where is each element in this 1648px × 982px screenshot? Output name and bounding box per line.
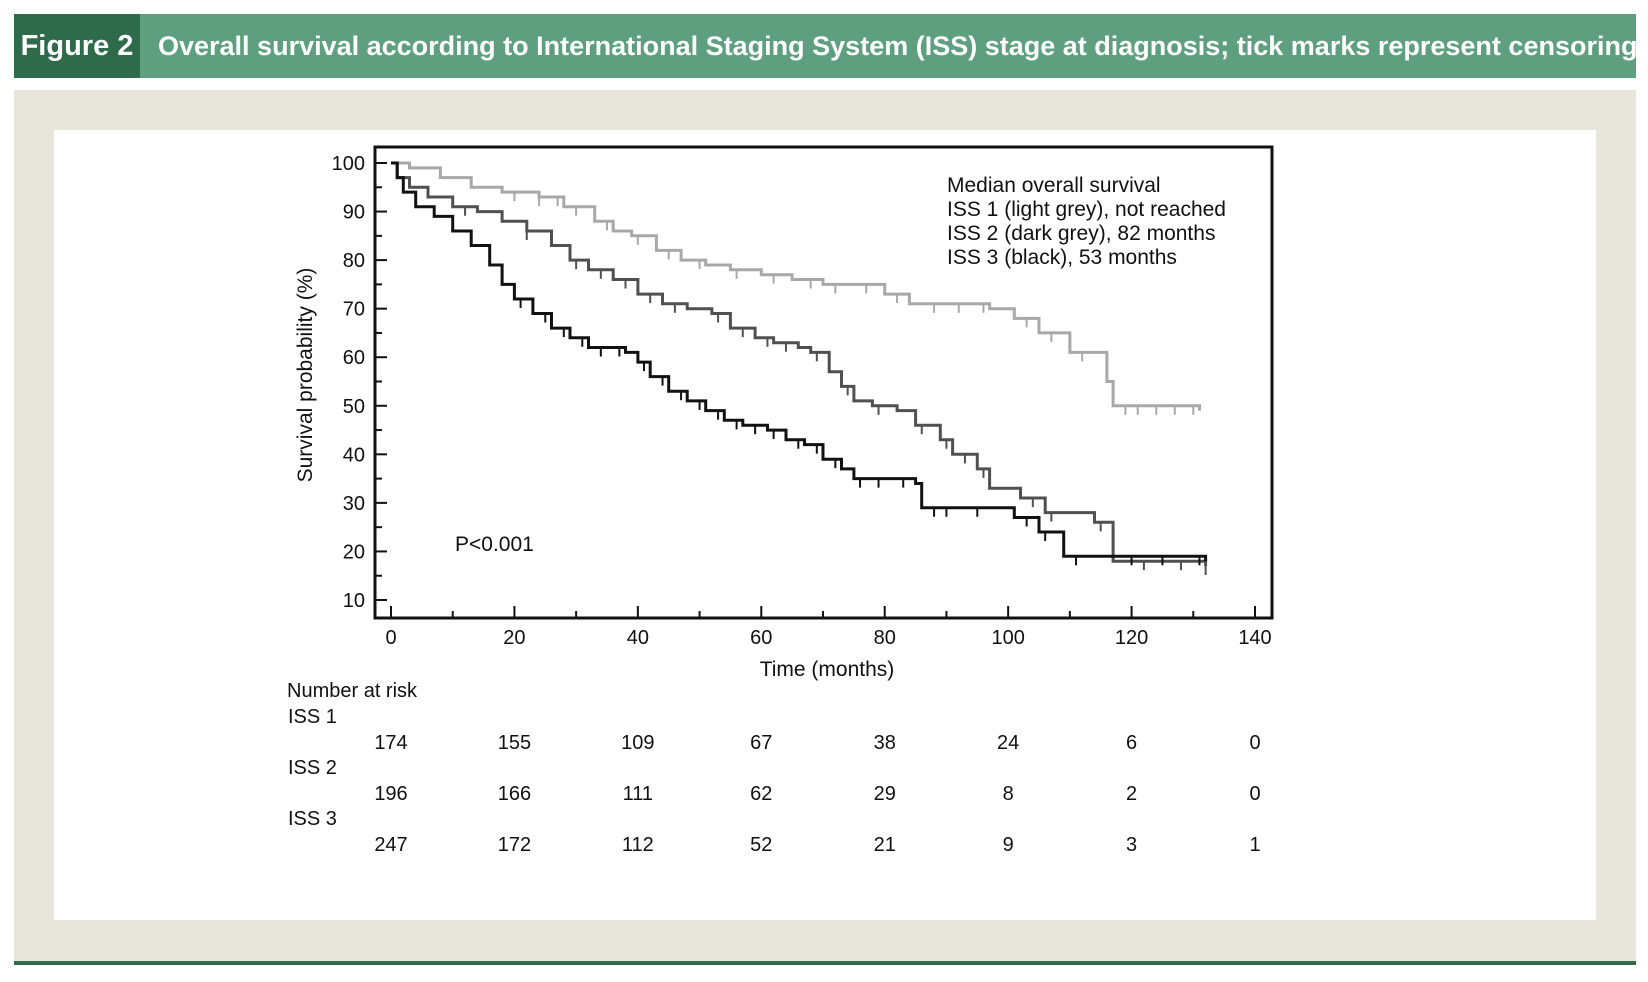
risk-value: 38 — [874, 732, 896, 754]
y-tick-label: 60 — [343, 347, 365, 369]
risk-value: 166 — [498, 783, 531, 805]
axis-layer: 10 20 30 40 50 60 70 80 90 100 0 20 40 60 80 100 120 140 — [332, 145, 1274, 649]
y-tick-label: 100 — [332, 153, 365, 175]
risk-value: 0 — [1249, 783, 1260, 805]
risk-row-label-iss3: ISS 3 — [288, 808, 337, 830]
risk-value: 172 — [498, 834, 531, 856]
x-tick-label: 140 — [1238, 627, 1271, 649]
legend-line-iss1: ISS 1 (light grey), not reached — [947, 198, 1226, 221]
p-value: P<0.001 — [455, 533, 534, 556]
legend-line-iss3: ISS 3 (black), 53 months — [947, 246, 1177, 269]
risk-value: 62 — [750, 783, 772, 805]
legend-line-iss2: ISS 2 (dark grey), 82 months — [947, 222, 1215, 245]
x-tick-label: 100 — [991, 627, 1024, 649]
x-tick-label: 60 — [750, 627, 772, 649]
x-tick-label: 40 — [627, 627, 649, 649]
risk-value: 174 — [374, 732, 407, 754]
legend: Median overall survival ISS 1 (light gre… — [947, 174, 1226, 269]
y-tick-label: 50 — [343, 396, 365, 418]
y-axis-title: Survival probability (%) — [294, 268, 317, 483]
risk-value: 21 — [874, 834, 896, 856]
series-layer — [391, 161, 1208, 576]
risk-value: 2 — [1126, 783, 1137, 805]
y-tick-label: 40 — [343, 444, 365, 466]
y-tick-label: 30 — [343, 493, 365, 515]
x-tick-label: 80 — [874, 627, 896, 649]
risk-value: 247 — [374, 834, 407, 856]
risk-table-title: Number at risk — [287, 680, 418, 702]
figure-banner: Figure 2 Overall survival according to I… — [14, 14, 1645, 78]
legend-title: Median overall survival — [947, 174, 1161, 197]
risk-table: Number at risk ISS 1 ISS 2 ISS 3 174 155 1… — [287, 680, 1261, 856]
risk-value: 196 — [374, 783, 407, 805]
risk-value: 109 — [621, 732, 654, 754]
risk-value: 9 — [1003, 834, 1014, 856]
risk-value: 111 — [623, 783, 653, 805]
risk-value: 155 — [498, 732, 531, 754]
risk-value: 0 — [1249, 732, 1260, 754]
risk-value: 6 — [1126, 732, 1137, 754]
bottom-rule — [14, 961, 1636, 965]
curve-iss1 — [391, 161, 1201, 411]
figure-label: Figure 2 — [14, 14, 140, 78]
risk-row-label-iss2: ISS 2 — [288, 757, 337, 779]
curve-iss3 — [391, 161, 1208, 562]
chart-panel: 10 20 30 40 50 60 70 80 90 100 0 20 40 60 80 100 120 140 … — [54, 130, 1596, 920]
risk-value: 3 — [1126, 834, 1137, 856]
x-axis-title: Time (months) — [760, 658, 895, 681]
x-tick-label: 20 — [503, 627, 525, 649]
risk-value: 1 — [1249, 834, 1260, 856]
risk-value: 8 — [1003, 783, 1014, 805]
figure-caption: Overall survival according to Internatio… — [158, 31, 1645, 61]
y-tick-label: 10 — [343, 590, 365, 612]
curve-iss2 — [391, 161, 1208, 566]
risk-value: 67 — [750, 732, 772, 754]
risk-value: 24 — [997, 732, 1019, 754]
y-tick-label: 80 — [343, 250, 365, 272]
y-tick-label: 70 — [343, 299, 365, 321]
risk-value: 52 — [750, 834, 772, 856]
y-tick-label: 20 — [343, 541, 365, 563]
risk-row-label-iss1: ISS 1 — [288, 706, 337, 728]
risk-value: 29 — [874, 783, 896, 805]
y-tick-label: 90 — [343, 202, 365, 224]
x-tick-label: 120 — [1115, 627, 1148, 649]
x-tick-label: 0 — [385, 627, 396, 649]
risk-value: 112 — [622, 834, 654, 856]
